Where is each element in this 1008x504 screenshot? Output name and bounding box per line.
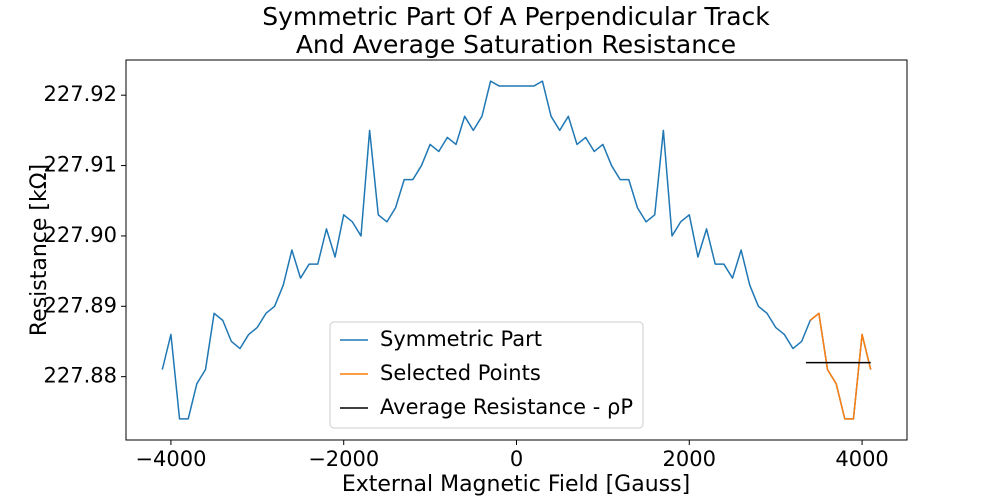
y-tick-label: 227.92 (44, 82, 117, 106)
y-tick-label: 227.90 (44, 223, 117, 247)
x-tick-label: −4000 (135, 447, 206, 471)
legend-label: Symmetric Part (380, 327, 542, 351)
y-tick-label: 227.89 (44, 293, 117, 317)
line-series (161, 80, 872, 420)
x-tick-label: 0 (510, 447, 523, 471)
legend-box (329, 321, 644, 429)
x-axis-label: External Magnetic Field [Gauss] (342, 472, 690, 497)
x-tick-label: −2000 (308, 447, 379, 471)
y-tick-label: 227.91 (44, 153, 117, 177)
plot-frame (125, 59, 908, 441)
x-tick-label: 4000 (835, 447, 888, 471)
line-series (809, 312, 872, 420)
chart-title: And Average Saturation Resistance (296, 30, 736, 59)
y-axis-label: Resistance [kΩ] (27, 164, 52, 336)
y-tick-label: 227.88 (44, 364, 117, 388)
chart-title: Symmetric Part Of A Perpendicular Track (262, 2, 770, 31)
x-tick-label: 2000 (663, 447, 716, 471)
legend-label: Selected Points (380, 361, 541, 385)
legend-label: Average Resistance - ρP (380, 395, 633, 419)
